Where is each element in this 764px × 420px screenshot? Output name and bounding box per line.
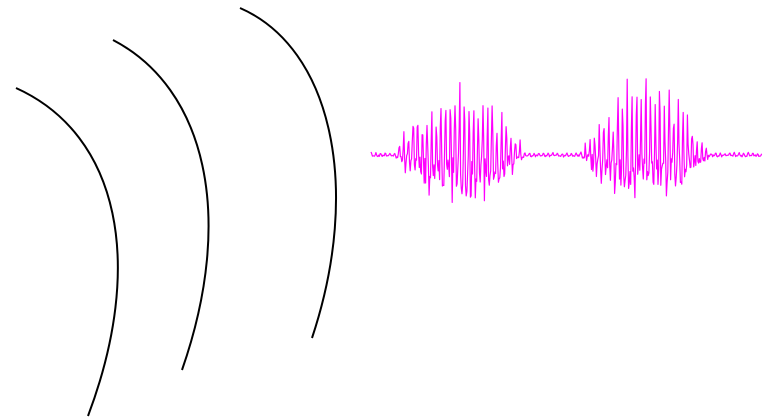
waveform-signal — [370, 78, 763, 203]
sound-arcs — [15, 7, 337, 417]
sound-arc-small — [15, 87, 119, 417]
sound-arc-medium — [112, 39, 210, 371]
sound-arc-large — [239, 7, 337, 339]
